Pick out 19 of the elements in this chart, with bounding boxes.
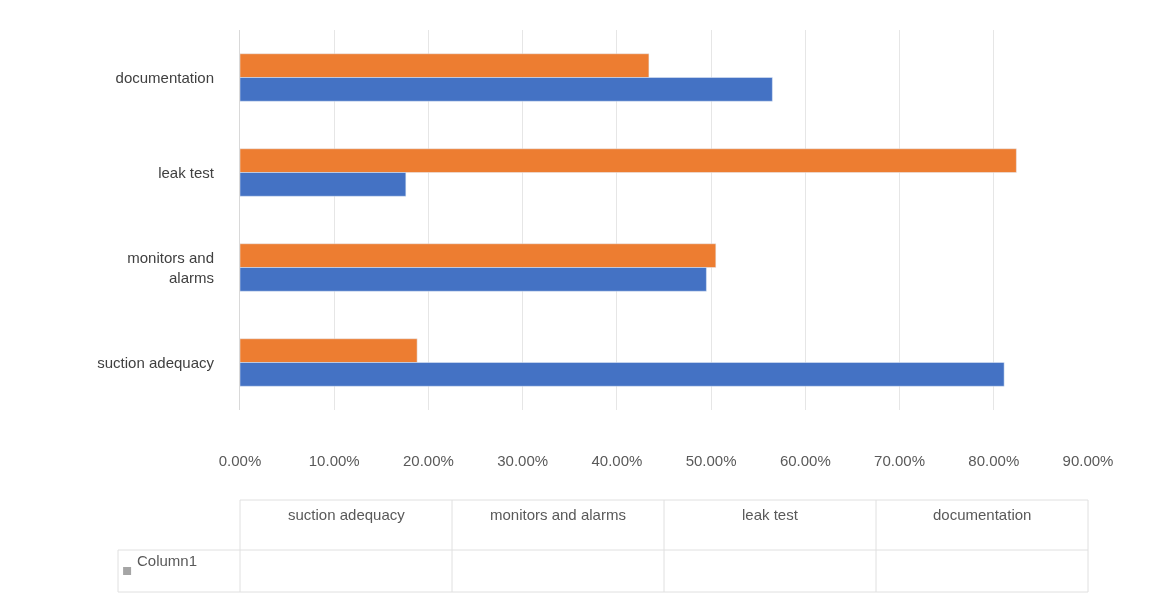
x-tick-label: 10.00% xyxy=(308,452,360,469)
category-label: suction adequacy xyxy=(288,506,405,523)
category-label: leak test xyxy=(742,506,798,523)
y-tick-label: suction adequacy xyxy=(97,353,215,371)
x-tick-label: 80.00% xyxy=(968,452,1020,469)
legend-label: Column1 xyxy=(137,552,198,569)
x-tick-label: 0.00% xyxy=(218,452,262,469)
x-tick-label: 30.00% xyxy=(497,452,549,469)
y-tick-label: documentation xyxy=(115,68,214,86)
y-tick-label: leak test xyxy=(158,163,215,181)
y-tick-label: monitors and alarms xyxy=(127,249,214,286)
x-tick-label: 60.00% xyxy=(779,452,831,469)
x-tick-label: 20.00% xyxy=(403,452,454,469)
x-tick-label: 40.00% xyxy=(591,452,643,469)
x-tick-label: 50.00% xyxy=(685,452,737,469)
category-label: monitors and alarms xyxy=(490,506,626,523)
x-tick-label: 70.00% xyxy=(874,452,925,469)
category-label: documentation xyxy=(933,506,1032,523)
x-tick-label: 90.00% xyxy=(1062,452,1114,469)
